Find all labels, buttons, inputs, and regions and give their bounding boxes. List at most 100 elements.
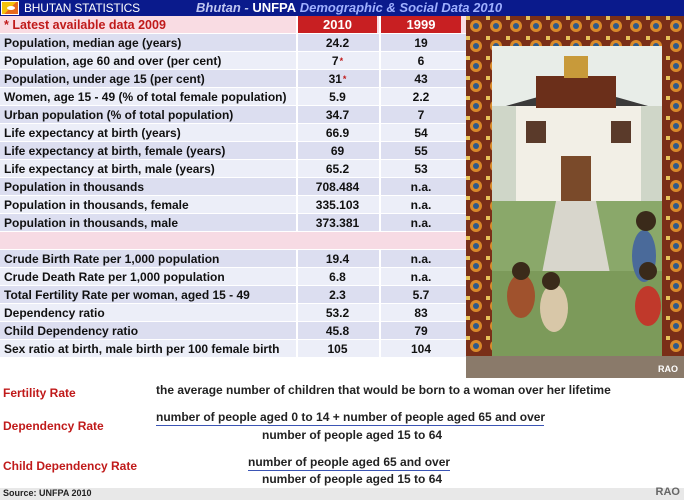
table-row: Population, median age (years) 24.2 19 [0,34,466,52]
value-2010: 66.9 [296,124,377,141]
value-2010-text: 708.484 [315,179,360,194]
row-label: Total Fertility Rate per woman, aged 15 … [4,287,250,302]
value-1999: 6 [379,52,461,69]
value-2010: 45.8 [296,322,377,339]
row-label: Sex ratio at birth, male birth per 100 f… [4,341,280,356]
header-bar: BHUTAN STATISTICS Bhutan - UNFPA Demogra… [0,0,684,16]
value-2010: 34.7 [296,106,377,123]
table-row: Urban population (% of total population)… [0,106,466,124]
row-label: Child Dependency ratio [4,323,139,338]
value-2010-text: 6.8 [329,269,346,284]
row-label: Population, under age 15 (per cent) [4,71,205,86]
dependency-rate-label: Dependency Rate [3,419,104,433]
bhutan-flag-icon [1,1,19,15]
value-1999: 19 [379,34,461,51]
table-group-1: Population, median age (years) 24.2 19 Popu… [0,34,466,232]
row-label: Life expectancy at birth (years) [4,125,181,140]
table-row: Population, age 60 and over (per cent) 7 *… [0,52,466,70]
footer-credit: RAO [655,486,680,498]
footer-bar: Source: UNFPA 2010 RAO [0,486,684,500]
photo-illustration [466,16,684,378]
value-2010: 105 [296,340,377,357]
value-2010: 6.8 [296,268,377,285]
table-row: Life expectancy at birth, male (years) 65… [0,160,466,178]
footnote-star: * [342,73,347,84]
header-suffix: Demographic & Social Data 2010 [296,0,503,15]
value-1999: 83 [379,304,461,321]
value-2010-text: 45.8 [325,323,350,338]
table-row: Population, under age 15 (per cent) 31 * 43 [0,70,466,88]
row-label: Crude Birth Rate per 1,000 population [4,251,220,266]
value-1999: n.a. [379,268,461,285]
value-1999: 53 [379,160,461,177]
value-1999: 43 [379,70,461,87]
value-1999: 54 [379,124,461,141]
table-group-2: Crude Birth Rate per 1,000 population 19.… [0,250,466,358]
value-2010-text: 19.4 [325,251,350,266]
table-row: Life expectancy at birth (years) 66.9 54 [0,124,466,142]
row-label: Women, age 15 - 49 (% of total female po… [4,89,287,104]
value-1999: n.a. [379,178,461,195]
row-label: Population in thousands [4,179,144,194]
col-header-2010: 2010 [296,16,377,33]
value-2010-text: 24.2 [325,35,350,50]
row-label: Population in thousands, male [4,215,179,230]
table-spacer-row [0,232,466,250]
table-row: Life expectancy at birth, female (years)… [0,142,466,160]
value-2010: 31 * [296,70,377,87]
child-dependency-numerator: number of people aged 65 and over [248,455,451,469]
value-2010: 7 * [296,52,377,69]
value-2010: 2.3 [296,286,377,303]
row-label: Population in thousands, female [4,197,189,212]
value-2010: 69 [296,142,377,159]
child-dependency-denominator: number of people aged 15 to 64 [262,472,443,486]
header-prefix: Bhutan - [196,0,253,15]
source-text: Source: UNFPA 2010 [3,488,92,498]
value-2010-text: 373.381 [315,215,360,230]
table-header-row: * Latest available data 2009 2010 1999 [0,16,466,34]
table-row: Child Dependency ratio 45.8 79 [0,322,466,340]
table-row: Dependency ratio 53.2 83 [0,304,466,322]
value-1999: 55 [379,142,461,159]
child-dependency-rate-label: Child Dependency Rate [3,459,138,473]
definitions-section: Fertility Rate the average number of chi… [0,378,684,488]
dependency-numerator: number of people aged 0 to 14 + number o… [156,410,546,424]
table-row: Population in thousands, male 373.381 n.a. [0,214,466,232]
value-2010: 373.381 [296,214,377,231]
table-row: Crude Death Rate per 1,000 population 6.8… [0,268,466,286]
table-row: Population in thousands 708.484 n.a. [0,178,466,196]
row-label: Life expectancy at birth, male (years) [4,161,215,176]
table-row: Total Fertility Rate per woman, aged 15 … [0,286,466,304]
table-row: Sex ratio at birth, male birth per 100 f… [0,340,466,358]
fertility-rate-text: the average number of children that woul… [156,383,611,397]
table-row: Population in thousands, female 335.103 n.… [0,196,466,214]
value-2010: 24.2 [296,34,377,51]
value-2010-text: 5.9 [329,89,346,104]
value-2010: 5.9 [296,88,377,105]
col-header-1999: 1999 [379,16,461,33]
value-2010-text: 53.2 [325,305,350,320]
value-2010: 335.103 [296,196,377,213]
photo-credit: RAO [658,364,678,374]
value-2010-text: 105 [327,341,348,356]
row-label: Crude Death Rate per 1,000 population [4,269,225,284]
row-label: Population, median age (years) [4,35,182,50]
footnote-star: * [339,55,344,66]
row-label: Population, age 60 and over (per cent) [4,53,222,68]
value-2010-text: 7 [331,53,339,68]
header-org: UNFPA [252,0,297,15]
bhutan-temple-photo: RAO [466,16,684,378]
table-row: Women, age 15 - 49 (% of total female po… [0,88,466,106]
value-2010-text: 69 [330,143,345,158]
value-1999: 5.7 [379,286,461,303]
header-right-title: Bhutan - UNFPA Demographic & Social Data… [196,0,502,15]
dependency-denominator: number of people aged 15 to 64 [262,428,443,442]
value-1999: n.a. [379,214,461,231]
value-2010: 19.4 [296,250,377,267]
value-1999: 79 [379,322,461,339]
table-row: Crude Birth Rate per 1,000 population 19.… [0,250,466,268]
value-2010-text: 66.9 [325,125,350,140]
value-2010: 708.484 [296,178,377,195]
dependency-fraction-line [156,425,544,426]
value-1999: n.a. [379,196,461,213]
